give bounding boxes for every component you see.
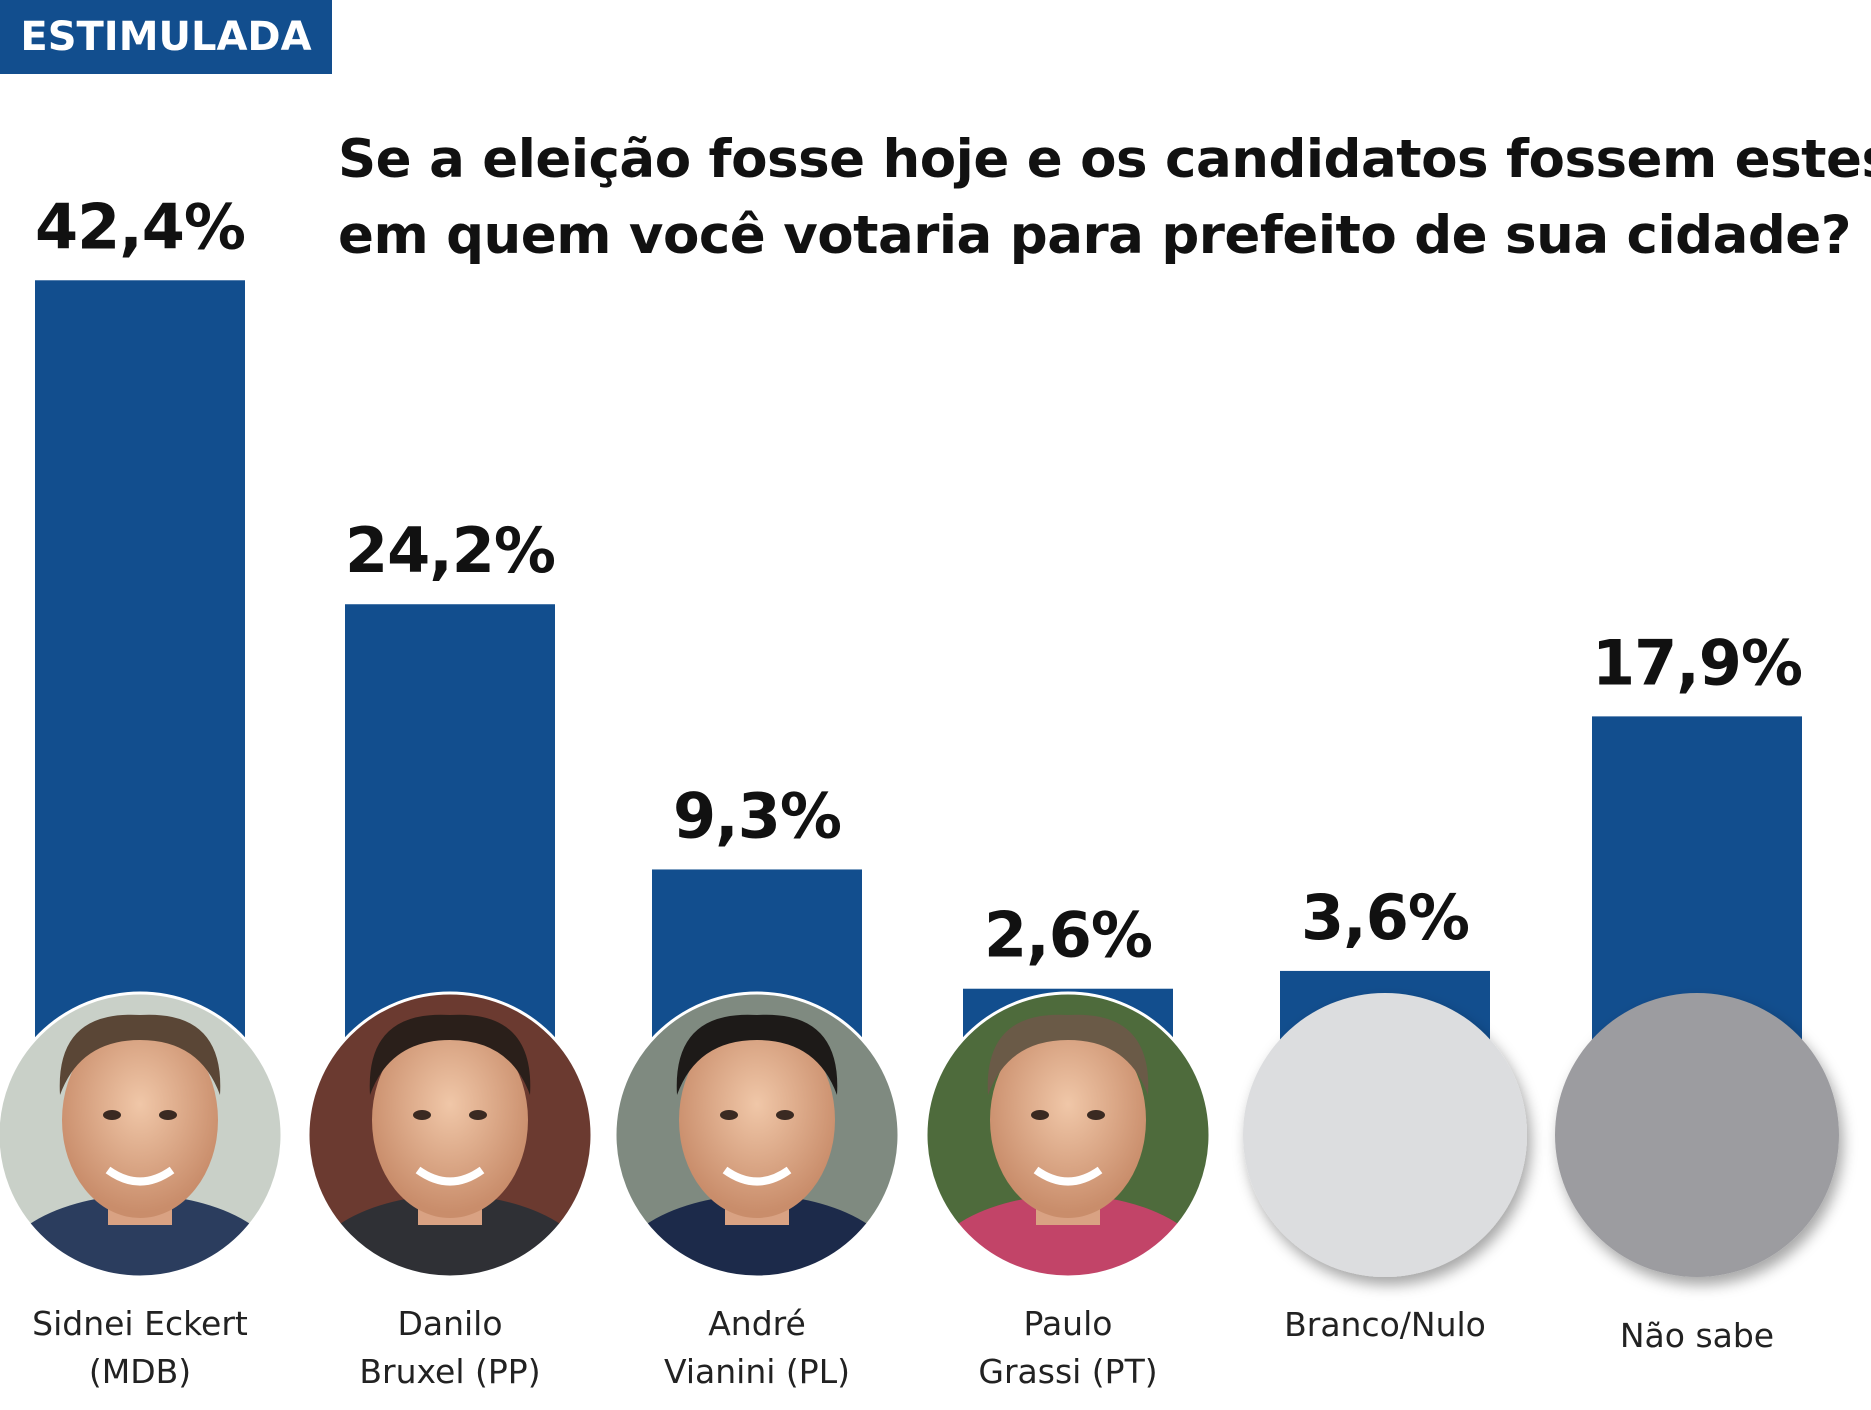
category-label-4-line-1: Paulo [1024,1304,1113,1343]
bar-2 [345,604,555,1045]
placeholder-circle-6 [1555,993,1839,1277]
value-label-2: 24,2% [345,514,555,587]
value-label-1: 42,4% [35,190,245,263]
chart-title: Se a eleição fosse hoje e os candidatos … [338,122,1871,274]
chart-title-line-2: em quem você votaria para prefeito de su… [338,205,1851,266]
category-label-6-line-1: Não sabe [1620,1316,1774,1355]
survey-type-tag: ESTIMULADA [0,0,332,74]
category-label-1-line-1: Sidnei Eckert [32,1304,248,1343]
category-label-2-line-2: Bruxel (PP) [359,1352,540,1391]
placeholder-circle-5 [1243,993,1527,1277]
bar-6 [1592,716,1802,1045]
candidate-photo-2 [306,991,594,1279]
value-label-3: 9,3% [673,779,841,852]
candidate-photo-1 [0,991,284,1279]
candidate-photo-4 [924,991,1212,1279]
category-label-3-line-2: Vianini (PL) [664,1352,850,1391]
category-label-3-line-1: André [708,1304,806,1343]
category-label-1-line-2: (MDB) [89,1352,191,1391]
value-label-4: 2,6% [984,899,1152,972]
candidate-photo-3 [613,991,901,1279]
value-label-5: 3,6% [1301,881,1469,954]
bar-1 [35,280,245,1045]
value-label-6: 17,9% [1592,626,1802,699]
category-label-5-line-1: Branco/Nulo [1284,1305,1486,1344]
category-label-4-line-2: Grassi (PT) [978,1352,1157,1391]
chart-title-line-1: Se a eleição fosse hoje e os candidatos … [338,129,1871,190]
category-label-2-line-1: Danilo [397,1304,502,1343]
